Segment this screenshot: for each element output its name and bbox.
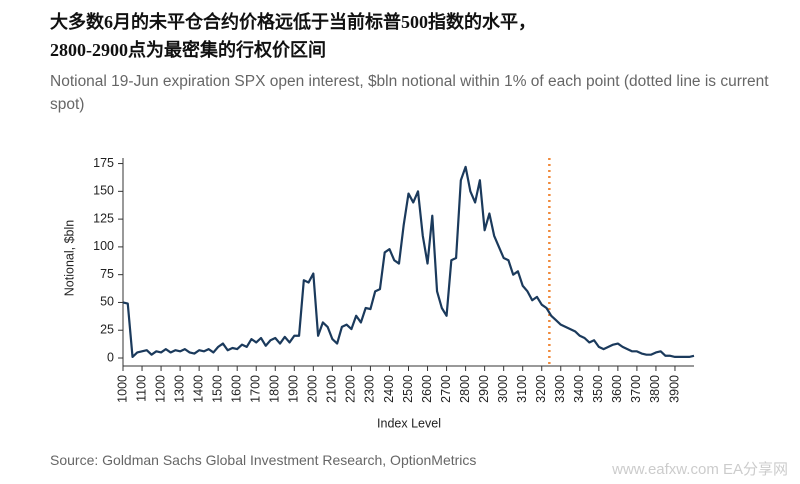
x-tick-label: 1500 (210, 375, 224, 403)
y-tick-label: 125 (93, 211, 114, 225)
x-tick-label: 2900 (477, 375, 491, 403)
data-line (122, 165, 695, 358)
x-tick-label: 2300 (363, 375, 377, 403)
x-tick-label: 2800 (458, 375, 472, 403)
title-line: 2800-2900点为最密集的行权价区间 (50, 40, 326, 60)
x-tick-label: 3400 (572, 375, 586, 403)
x-tick-label: 2200 (344, 375, 358, 403)
x-tick-label: 3000 (496, 375, 510, 403)
y-tick-label: 150 (93, 184, 114, 198)
x-tick-label: 3300 (553, 375, 567, 403)
chart: Notional, $bln Index Level 0 25 50 75 100 125… (62, 156, 695, 430)
x-tick-label: 3100 (515, 375, 529, 403)
x-tick-label: 3600 (610, 375, 624, 403)
x-tick-label: 1000 (115, 375, 129, 403)
title-line: 大多数6月的未平仓合约价格远低于当前标普500指数的水平， (50, 12, 536, 32)
x-tick-label: 1600 (229, 375, 243, 403)
x-tick-label: 2700 (439, 375, 453, 403)
x-tick-label: 3700 (629, 375, 643, 403)
x-tick-label: 2100 (325, 375, 339, 403)
x-tick-label: 3200 (534, 375, 548, 403)
x-tick-label: 2500 (401, 375, 415, 403)
watermark: www.eafxw.com EA分享网 (612, 461, 788, 478)
y-tick-label: 0 (107, 350, 114, 364)
x-tick-label: 1100 (134, 375, 148, 402)
y-axis-label: Notional, $bln (62, 220, 76, 296)
y-tick-label: 75 (100, 267, 114, 281)
y-tick-label: 25 (100, 323, 114, 337)
x-axis-label: Index Level (377, 416, 441, 430)
x-tick-label: 1800 (268, 375, 282, 403)
x-tick-label: 2600 (420, 375, 434, 403)
x-tick-label: 1300 (172, 375, 186, 403)
x-tick-label: 2400 (382, 375, 396, 403)
subtitle: Notional 19-Jun expiration SPX open inte… (50, 73, 769, 113)
source: Source: Goldman Sachs Global Investment … (50, 452, 477, 468)
x-tick-label: 1900 (287, 375, 301, 403)
x-tick-label: 2000 (306, 375, 320, 403)
x-tick-label: 1200 (153, 375, 167, 403)
x-tick-label: 3900 (667, 375, 681, 403)
x-tick-label: 1400 (191, 375, 205, 403)
x-tick-label: 3800 (648, 375, 662, 403)
y-tick-label: 50 (100, 295, 114, 309)
x-tick-label: 3500 (591, 375, 605, 403)
y-tick-label: 175 (93, 156, 114, 170)
x-tick-label: 1700 (249, 375, 263, 403)
y-tick-label: 100 (93, 239, 114, 253)
